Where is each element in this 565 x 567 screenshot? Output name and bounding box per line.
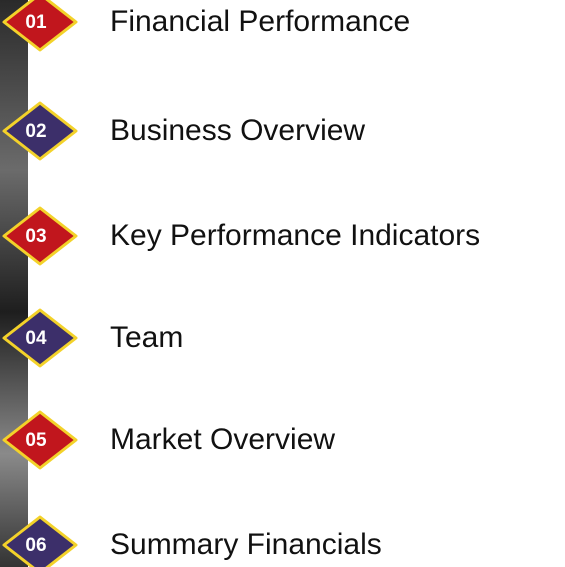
item-number: 02 — [25, 121, 46, 142]
item-label: Financial Performance — [110, 5, 410, 38]
agenda-slide: 01 Financial Performance 02 Business Overvi… — [0, 0, 565, 567]
item-label: Team — [110, 321, 183, 354]
item-number: 01 — [25, 12, 47, 33]
agenda-list: 01 Financial Performance 02 Business Overvi… — [4, 0, 480, 567]
item-label: Business Overview — [110, 114, 365, 147]
item-label: Summary Financials — [110, 528, 382, 561]
item-label: Market Overview — [110, 423, 335, 456]
photo-strip — [0, 0, 28, 567]
item-label: Key Performance Indicators — [110, 219, 480, 252]
item-number: 03 — [25, 226, 46, 247]
item-number: 06 — [25, 535, 46, 556]
item-number: 04 — [25, 328, 47, 349]
item-number: 05 — [25, 430, 47, 451]
